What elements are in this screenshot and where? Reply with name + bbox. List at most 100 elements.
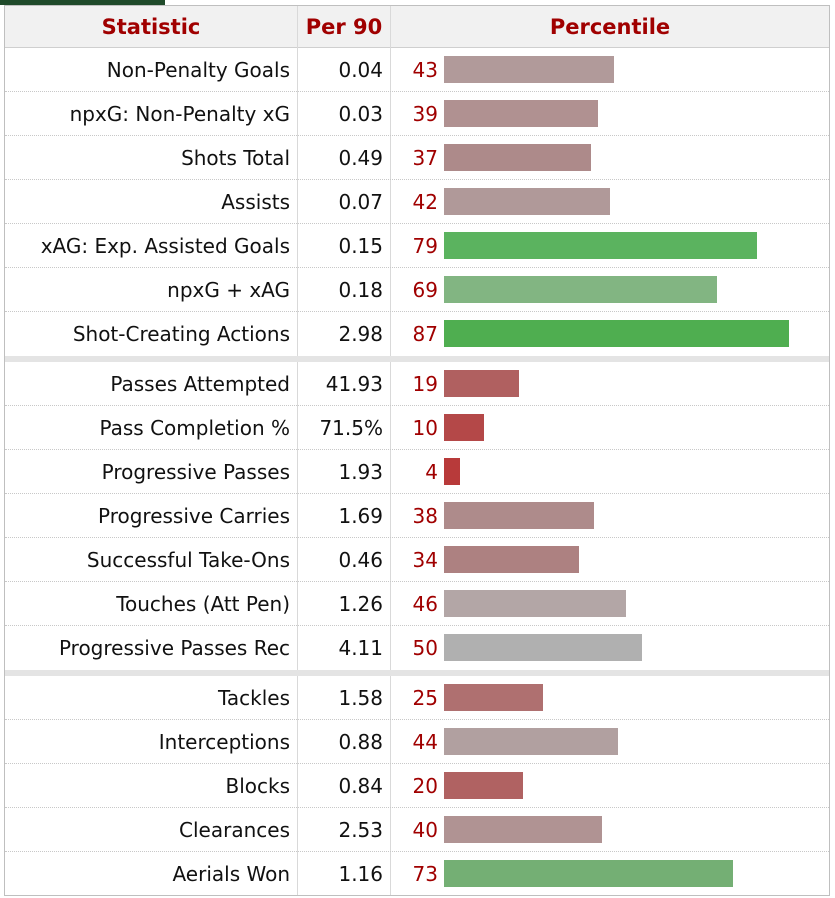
percentile-bar — [444, 634, 642, 661]
table-row: Clearances 2.53 40 — [5, 808, 829, 852]
scouting-report-table: Statistic Per 90 Percentile Non-Penalty … — [4, 5, 830, 896]
statistic-cell: Progressive Carries — [97, 504, 290, 528]
percentile-value: 4 — [425, 460, 438, 484]
table-header: Statistic Per 90 Percentile — [5, 6, 829, 48]
statistic-cell: Passes Attempted — [110, 372, 290, 396]
percentile-value: 43 — [412, 58, 438, 82]
per90-cell: 0.49 — [338, 146, 383, 170]
percentile-value: 25 — [412, 686, 438, 710]
table-row: Shot-Creating Actions 2.98 87 — [5, 312, 829, 356]
percentile-bar — [444, 320, 789, 347]
table-row: Touches (Att Pen) 1.26 46 — [5, 582, 829, 626]
percentile-bar — [444, 56, 614, 83]
statistic-cell: Non-Penalty Goals — [106, 58, 290, 82]
percentile-value: 20 — [412, 774, 438, 798]
percentile-value: 46 — [412, 592, 438, 616]
per90-cell: 41.93 — [325, 372, 383, 396]
table-row: xAG: Exp. Assisted Goals 0.15 79 — [5, 224, 829, 268]
percentile-bar — [444, 144, 591, 171]
tab-accent — [0, 0, 165, 5]
per90-cell: 0.07 — [338, 190, 383, 214]
table-row: Progressive Carries 1.69 38 — [5, 494, 829, 538]
statistic-cell: Tackles — [217, 686, 290, 710]
percentile-bar — [444, 590, 626, 617]
table-row: Progressive Passes Rec 4.11 50 — [5, 626, 829, 670]
group-separator — [5, 670, 829, 676]
statistic-cell: Pass Completion % — [99, 416, 290, 440]
statistic-cell: Interceptions — [158, 730, 290, 754]
statistic-cell: Shot-Creating Actions — [72, 322, 290, 346]
table-row: npxG: Non-Penalty xG 0.03 39 — [5, 92, 829, 136]
per90-cell: 1.16 — [338, 862, 383, 886]
statistic-cell: Aerials Won — [172, 862, 290, 886]
per90-cell: 1.26 — [338, 592, 383, 616]
table-row: Non-Penalty Goals 0.04 43 — [5, 48, 829, 92]
statistic-cell: Touches (Att Pen) — [116, 592, 290, 616]
statistic-cell: npxG: Non-Penalty xG — [69, 102, 290, 126]
statistic-cell: Clearances — [179, 818, 290, 842]
percentile-value: 40 — [412, 818, 438, 842]
statistic-cell: Blocks — [225, 774, 290, 798]
percentile-bar — [444, 860, 733, 887]
per90-cell: 0.04 — [338, 58, 383, 82]
percentile-bar — [444, 772, 523, 799]
percentile-bar — [444, 502, 594, 529]
percentile-bar — [444, 458, 460, 485]
percentile-bar — [444, 546, 579, 573]
percentile-value: 87 — [412, 322, 438, 346]
header-percentile[interactable]: Percentile — [549, 15, 671, 39]
statistic-cell: Progressive Passes Rec — [58, 636, 290, 660]
per90-cell: 2.98 — [338, 322, 383, 346]
per90-cell: 0.03 — [338, 102, 383, 126]
statistic-cell: Successful Take-Ons — [86, 548, 290, 572]
table-row: Blocks 0.84 20 — [5, 764, 829, 808]
column-divider — [390, 6, 391, 895]
percentile-value: 37 — [412, 146, 438, 170]
percentile-bar — [444, 414, 484, 441]
group-separator — [5, 356, 829, 362]
per90-cell: 0.18 — [338, 278, 383, 302]
table-row: Assists 0.07 42 — [5, 180, 829, 224]
percentile-value: 34 — [412, 548, 438, 572]
per90-cell: 71.5% — [319, 416, 383, 440]
percentile-value: 19 — [412, 372, 438, 396]
column-divider — [297, 6, 298, 895]
header-per90[interactable]: Per 90 — [305, 15, 383, 39]
table-row: Shots Total 0.49 37 — [5, 136, 829, 180]
per90-cell: 0.88 — [338, 730, 383, 754]
percentile-bar — [444, 100, 598, 127]
table-row: Passes Attempted 41.93 19 — [5, 362, 829, 406]
percentile-bar — [444, 684, 543, 711]
percentile-bar — [444, 188, 610, 215]
per90-cell: 0.15 — [338, 234, 383, 258]
percentile-bar — [444, 276, 717, 303]
percentile-value: 10 — [412, 416, 438, 440]
percentile-bar — [444, 816, 602, 843]
statistic-cell: npxG + xAG — [167, 278, 290, 302]
header-statistic[interactable]: Statistic — [101, 15, 201, 39]
statistic-cell: xAG: Exp. Assisted Goals — [40, 234, 290, 258]
percentile-bar — [444, 728, 618, 755]
per90-cell: 1.58 — [338, 686, 383, 710]
table-row: Interceptions 0.88 44 — [5, 720, 829, 764]
table-row: Aerials Won 1.16 73 — [5, 852, 829, 896]
percentile-bar — [444, 232, 757, 259]
per90-cell: 2.53 — [338, 818, 383, 842]
statistic-cell: Progressive Passes — [101, 460, 290, 484]
table-row: Successful Take-Ons 0.46 34 — [5, 538, 829, 582]
statistic-cell: Shots Total — [181, 146, 290, 170]
percentile-value: 50 — [412, 636, 438, 660]
per90-cell: 4.11 — [338, 636, 383, 660]
percentile-bar — [444, 370, 519, 397]
percentile-value: 39 — [412, 102, 438, 126]
percentile-value: 69 — [412, 278, 438, 302]
per90-cell: 1.69 — [338, 504, 383, 528]
percentile-value: 42 — [412, 190, 438, 214]
per90-cell: 0.46 — [338, 548, 383, 572]
percentile-value: 38 — [412, 504, 438, 528]
per90-cell: 1.93 — [338, 460, 383, 484]
per90-cell: 0.84 — [338, 774, 383, 798]
statistic-cell: Assists — [221, 190, 290, 214]
table-row: Tackles 1.58 25 — [5, 676, 829, 720]
percentile-value: 44 — [412, 730, 438, 754]
